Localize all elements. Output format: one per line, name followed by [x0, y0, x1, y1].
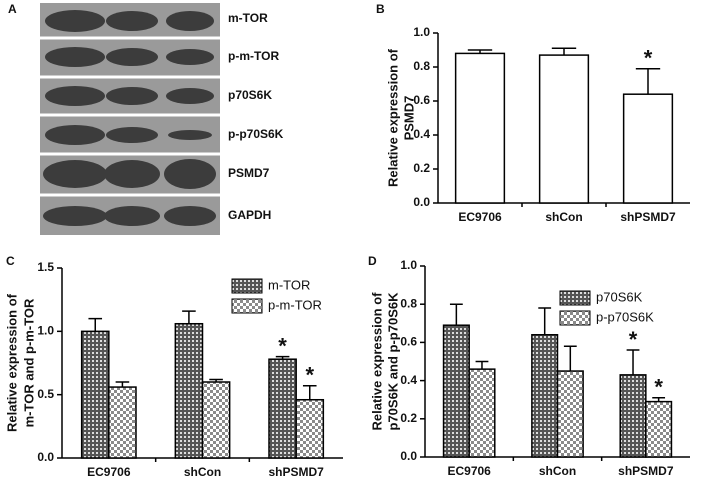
y-axis-label: p70S6K and p-p70S6K: [385, 292, 400, 431]
x-tick-label: shCon: [545, 210, 582, 224]
panel-letter: B: [376, 2, 385, 16]
y-tick-label: 1.5: [37, 260, 54, 274]
bar: [645, 400, 673, 458]
significance-marker: *: [654, 375, 663, 400]
bar: [80, 330, 110, 459]
western-blot: A m-TOR p-m-TOR p70S6K p-p70S6K PSMD7 GA…: [8, 2, 284, 235]
bar: [622, 93, 674, 204]
blot-bands: [43, 10, 216, 226]
legend-label: p-p70S6K: [596, 309, 654, 324]
blot-label: m-TOR: [228, 11, 268, 25]
panel-letter: D: [368, 254, 377, 268]
bar: [619, 374, 647, 458]
bar: [174, 322, 204, 459]
panel-letter: C: [6, 254, 15, 268]
legend-label: p70S6K: [596, 289, 643, 304]
error-bar: [467, 49, 493, 54]
x-tick-label: EC9706: [87, 465, 131, 478]
legend-swatch: [559, 290, 591, 306]
error-bar: [182, 310, 196, 324]
y-tick-label: 0.0: [413, 195, 430, 209]
legend-label: m-TOR: [268, 277, 310, 292]
x-tick-label: EC9706: [458, 210, 502, 224]
error-bar: [551, 47, 577, 56]
error-bar: [563, 345, 577, 372]
bar: [454, 52, 506, 204]
y-tick-label: 0.2: [413, 161, 430, 175]
error-bar: [475, 360, 489, 370]
blot-label: p-p70S6K: [228, 127, 284, 141]
y-tick-label: 0.2: [400, 411, 417, 425]
bar: [268, 358, 297, 459]
y-axis-label: PSMD7: [401, 96, 416, 141]
bar: [538, 54, 590, 204]
legend-label: p-m-TOR: [268, 297, 322, 312]
x-tick-label: shPSMD7: [620, 210, 676, 224]
error-bar: [652, 397, 666, 402]
bar: [556, 370, 584, 458]
bar: [468, 368, 496, 458]
error-bar: [626, 349, 640, 375]
y-tick-label: 0.5: [37, 387, 54, 401]
error-bar: [538, 307, 552, 335]
error-bar: [635, 67, 661, 95]
blot-label: p70S6K: [228, 88, 272, 102]
significance-marker: *: [629, 327, 638, 352]
y-tick-label: 0.6: [400, 335, 417, 349]
y-tick-label: 1.0: [37, 324, 54, 338]
x-tick-label: shCon: [184, 465, 221, 478]
error-bar: [449, 303, 463, 326]
x-tick-label: shPSMD7: [268, 465, 324, 478]
y-tick-label: 0.4: [400, 373, 417, 387]
y-tick-label: 0.6: [413, 93, 430, 107]
panel-letter: A: [8, 2, 17, 16]
bar: [108, 386, 137, 459]
y-tick-label: 1.0: [400, 258, 417, 272]
error-bar: [115, 381, 130, 388]
blot-separators: [40, 36, 220, 197]
blot-label: PSMD7: [228, 166, 270, 180]
significance-marker: *: [644, 46, 653, 71]
error-bar: [209, 378, 223, 382]
x-tick-label: EC9706: [447, 464, 491, 478]
y-axis-label: Relative expression of: [4, 293, 19, 432]
legend-swatch: [231, 298, 263, 314]
y-axis-label: Relative expression of: [369, 292, 384, 431]
bar: [531, 334, 559, 458]
blot-label: p-m-TOR: [228, 49, 279, 63]
bar: [295, 398, 325, 459]
y-tick-label: 0.0: [37, 450, 54, 464]
y-tick-label: 0.4: [413, 127, 430, 141]
error-bar: [88, 317, 103, 332]
blot-label: GAPDH: [228, 208, 271, 222]
y-tick-label: 1.0: [413, 25, 430, 39]
y-axis-label: m-TOR and p-m-TOR: [21, 298, 36, 427]
y-axis-label: Relative expression of: [385, 48, 400, 187]
bar: [442, 324, 470, 458]
legend-swatch: [559, 310, 591, 326]
x-tick-label: shCon: [539, 464, 576, 478]
y-tick-label: 0.0: [400, 449, 417, 463]
bar: [201, 381, 231, 459]
x-tick-label: shPSMD7: [618, 464, 674, 478]
legend-swatch: [231, 278, 263, 294]
error-bar: [302, 385, 317, 400]
y-tick-label: 0.8: [400, 296, 417, 310]
significance-marker: *: [278, 333, 287, 358]
y-tick-label: 0.8: [413, 59, 430, 73]
significance-marker: *: [305, 363, 314, 388]
error-bar: [275, 355, 290, 360]
